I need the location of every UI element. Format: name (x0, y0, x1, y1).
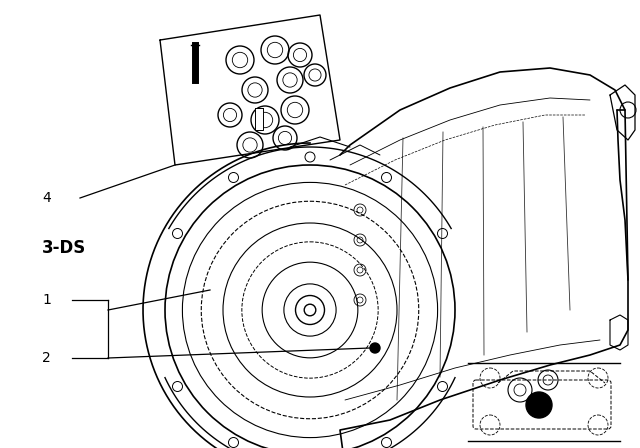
Text: 1: 1 (42, 293, 51, 307)
Text: 4: 4 (42, 191, 51, 205)
Circle shape (526, 392, 552, 418)
Bar (255, 108, 263, 130)
Text: 3-DS: 3-DS (42, 239, 86, 257)
Circle shape (304, 304, 316, 316)
Text: 2: 2 (42, 351, 51, 365)
Circle shape (370, 343, 380, 353)
